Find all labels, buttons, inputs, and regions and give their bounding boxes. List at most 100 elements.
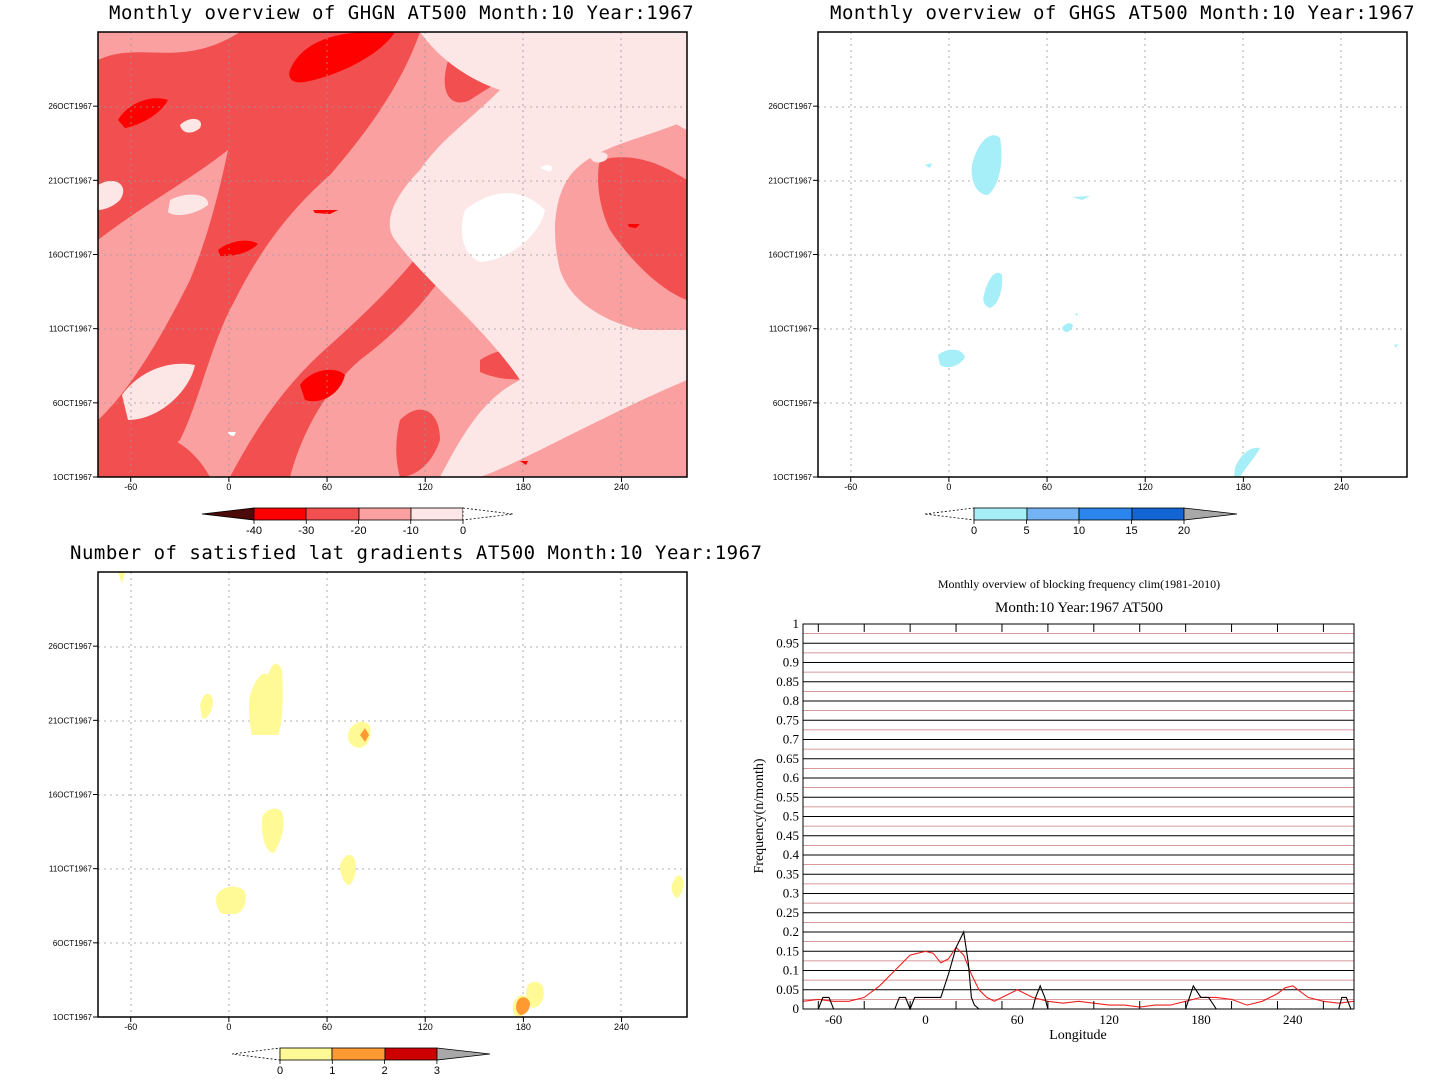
y-tick-label: 16OCT1967 (48, 251, 92, 260)
grad-map: -60 0 60 120 180 240 1OCT1967 6OCT1967 11OCT1967… (48, 571, 688, 1032)
grad-title: Number of satisfied lat gradients AT500 … (70, 542, 763, 564)
y-tick-label: 26OCT1967 (768, 102, 812, 111)
ghgn-axis: -60 0 60 120 180 240 1OCT1967 6OCT1967 11OCT1967… (48, 102, 629, 492)
colorbar-label: 10 (1073, 525, 1085, 537)
x-tick-label: 240 (614, 1022, 629, 1032)
y-tick-label: 11OCT1967 (49, 325, 93, 334)
x-tick-label: 60 (1042, 482, 1052, 492)
y-tick-label: 26OCT1967 (48, 102, 92, 111)
freq-y-label: Frequency(n/month) (752, 758, 767, 873)
x-tick-label: 120 (1099, 1012, 1119, 1027)
colorbar-label: 3 (434, 1065, 440, 1077)
freq-grid (803, 623, 1354, 1010)
y-tick-label: 1OCT1967 (773, 473, 813, 482)
y-tick-label: 6OCT1967 (773, 399, 813, 408)
y-tick-label: 0.85 (776, 674, 799, 689)
y-tick-label: 0.95 (776, 635, 799, 650)
colorbar-label: 2 (382, 1065, 388, 1077)
colorbar-label: -10 (403, 525, 419, 537)
ghgs-axis: -60 0 60 120 180 240 1OCT1967 6OCT1967 11OCT1967… (768, 102, 1349, 492)
colorbar-label: -40 (246, 525, 262, 537)
y-tick-label: 1OCT1967 (53, 1013, 93, 1022)
y-tick-label: 1 (793, 616, 800, 631)
freq-panel: Monthly overview of blocking frequency c… (720, 545, 1440, 1091)
y-tick-label: 0.9 (783, 655, 799, 670)
ghgs-blobs (925, 135, 1398, 477)
x-tick-label: 120 (1138, 482, 1153, 492)
x-tick-label: 0 (946, 482, 951, 492)
y-tick-label: 0.4 (783, 847, 800, 862)
x-tick-label: 180 (1191, 1012, 1211, 1027)
y-tick-label: 16OCT1967 (768, 251, 812, 260)
x-tick-label: 180 (1236, 482, 1251, 492)
x-tick-label: 0 (922, 1012, 929, 1027)
x-tick-label: 60 (322, 1022, 332, 1032)
x-tick-label: 120 (418, 482, 433, 492)
ghgn-field (98, 32, 687, 477)
y-tick-label: 21OCT1967 (48, 716, 92, 725)
y-tick-label: 1OCT1967 (53, 473, 93, 482)
ghgn-title: Monthly overview of GHGN AT500 Month:10 … (109, 2, 695, 24)
y-tick-label: 0.6 (783, 770, 800, 785)
colorbar-label: 0 (460, 525, 466, 537)
freq-y-ticks: 0 0.05 0.1 0.15 0.2 0.25 0.3 0.35 0.4 0.45 0.5 0.55… (776, 616, 799, 1016)
x-tick-label: 60 (1011, 1012, 1024, 1027)
x-tick-label: -60 (844, 482, 857, 492)
freq-x-ticks: -60 0 60 120 180 240 (817, 624, 1324, 1027)
grad-colorbar-labels: 0 1 2 3 (277, 1060, 440, 1077)
monthly-frequency-line (803, 930, 1354, 1011)
colorbar-label: 0 (277, 1065, 283, 1077)
ghgs-map: -60 0 60 120 180 240 1OCT1967 6OCT1967 11OCT1967… (768, 31, 1408, 492)
y-tick-label: 0.45 (776, 828, 799, 843)
y-tick-label: 11OCT1967 (49, 865, 93, 874)
x-tick-label: 180 (516, 482, 531, 492)
y-tick-label: 0.7 (783, 732, 800, 747)
x-tick-label: -60 (124, 482, 137, 492)
ghgs-panel: Monthly overview of GHGS AT500 Month:10 … (720, 0, 1440, 545)
y-tick-label: 0.2 (783, 924, 799, 939)
y-tick-label: 26OCT1967 (48, 642, 92, 651)
x-tick-label: 0 (226, 482, 231, 492)
x-tick-label: 60 (322, 482, 332, 492)
colorbar-label: -20 (351, 525, 367, 537)
grad-axis: -60 0 60 120 180 240 1OCT1967 6OCT1967 11OCT1967… (48, 642, 629, 1032)
y-tick-label: 0.35 (776, 866, 799, 881)
ghgn-map: -60 0 60 120 180 240 1OCT1967 6OCT1967 11OCT1967… (48, 31, 688, 492)
y-tick-label: 0.15 (776, 943, 799, 958)
y-tick-label: 0.25 (776, 905, 799, 920)
x-tick-label: -60 (825, 1012, 842, 1027)
ghgn-colorbar-labels: -40 -30 -20 -10 0 (246, 520, 466, 537)
colorbar-label: 5 (1023, 525, 1029, 537)
grad-colorbar: 0 1 2 3 (231, 1047, 491, 1077)
freq-title: Monthly overview of blocking frequency c… (938, 577, 1220, 591)
x-tick-label: 180 (516, 1022, 531, 1032)
y-tick-label: 6OCT1967 (53, 399, 93, 408)
y-tick-label: 0.75 (776, 712, 799, 727)
ghgn-colorbar: -40 -30 -20 -10 0 (201, 507, 514, 537)
y-tick-label: 21OCT1967 (48, 176, 92, 185)
ghgs-colorbar-labels: 0 5 10 15 20 (971, 520, 1190, 537)
colorbar-label: 1 (329, 1065, 335, 1077)
y-tick-label: 0.3 (783, 886, 799, 901)
ghgs-title: Monthly overview of GHGS AT500 Month:10 … (830, 2, 1416, 24)
freq-x-label: Longitude (1049, 1028, 1107, 1043)
y-tick-label: 0.5 (783, 809, 799, 824)
y-tick-label: 6OCT1967 (53, 939, 93, 948)
y-tick-label: 0 (793, 1001, 800, 1016)
x-tick-label: 120 (418, 1022, 433, 1032)
ghgs-colorbar: 0 5 10 15 20 (924, 507, 1238, 537)
y-tick-label: 0.55 (776, 789, 799, 804)
freq-chart: Monthly overview of blocking frequency c… (752, 577, 1355, 1043)
colorbar-label: 15 (1125, 525, 1137, 537)
y-tick-label: 0.1 (783, 963, 799, 978)
grad-panel: Number of satisfied lat gradients AT500 … (0, 540, 762, 1091)
y-tick-label: 0.65 (776, 751, 799, 766)
x-tick-label: -60 (124, 1022, 137, 1032)
x-tick-label: 0 (226, 1022, 231, 1032)
colorbar-label: -30 (298, 525, 314, 537)
y-tick-label: 11OCT1967 (769, 325, 813, 334)
freq-subtitle: Month:10 Year:1967 AT500 (995, 600, 1163, 616)
colorbar-label: 0 (971, 525, 977, 537)
y-tick-label: 0.8 (783, 693, 799, 708)
y-tick-label: 0.05 (776, 982, 799, 997)
